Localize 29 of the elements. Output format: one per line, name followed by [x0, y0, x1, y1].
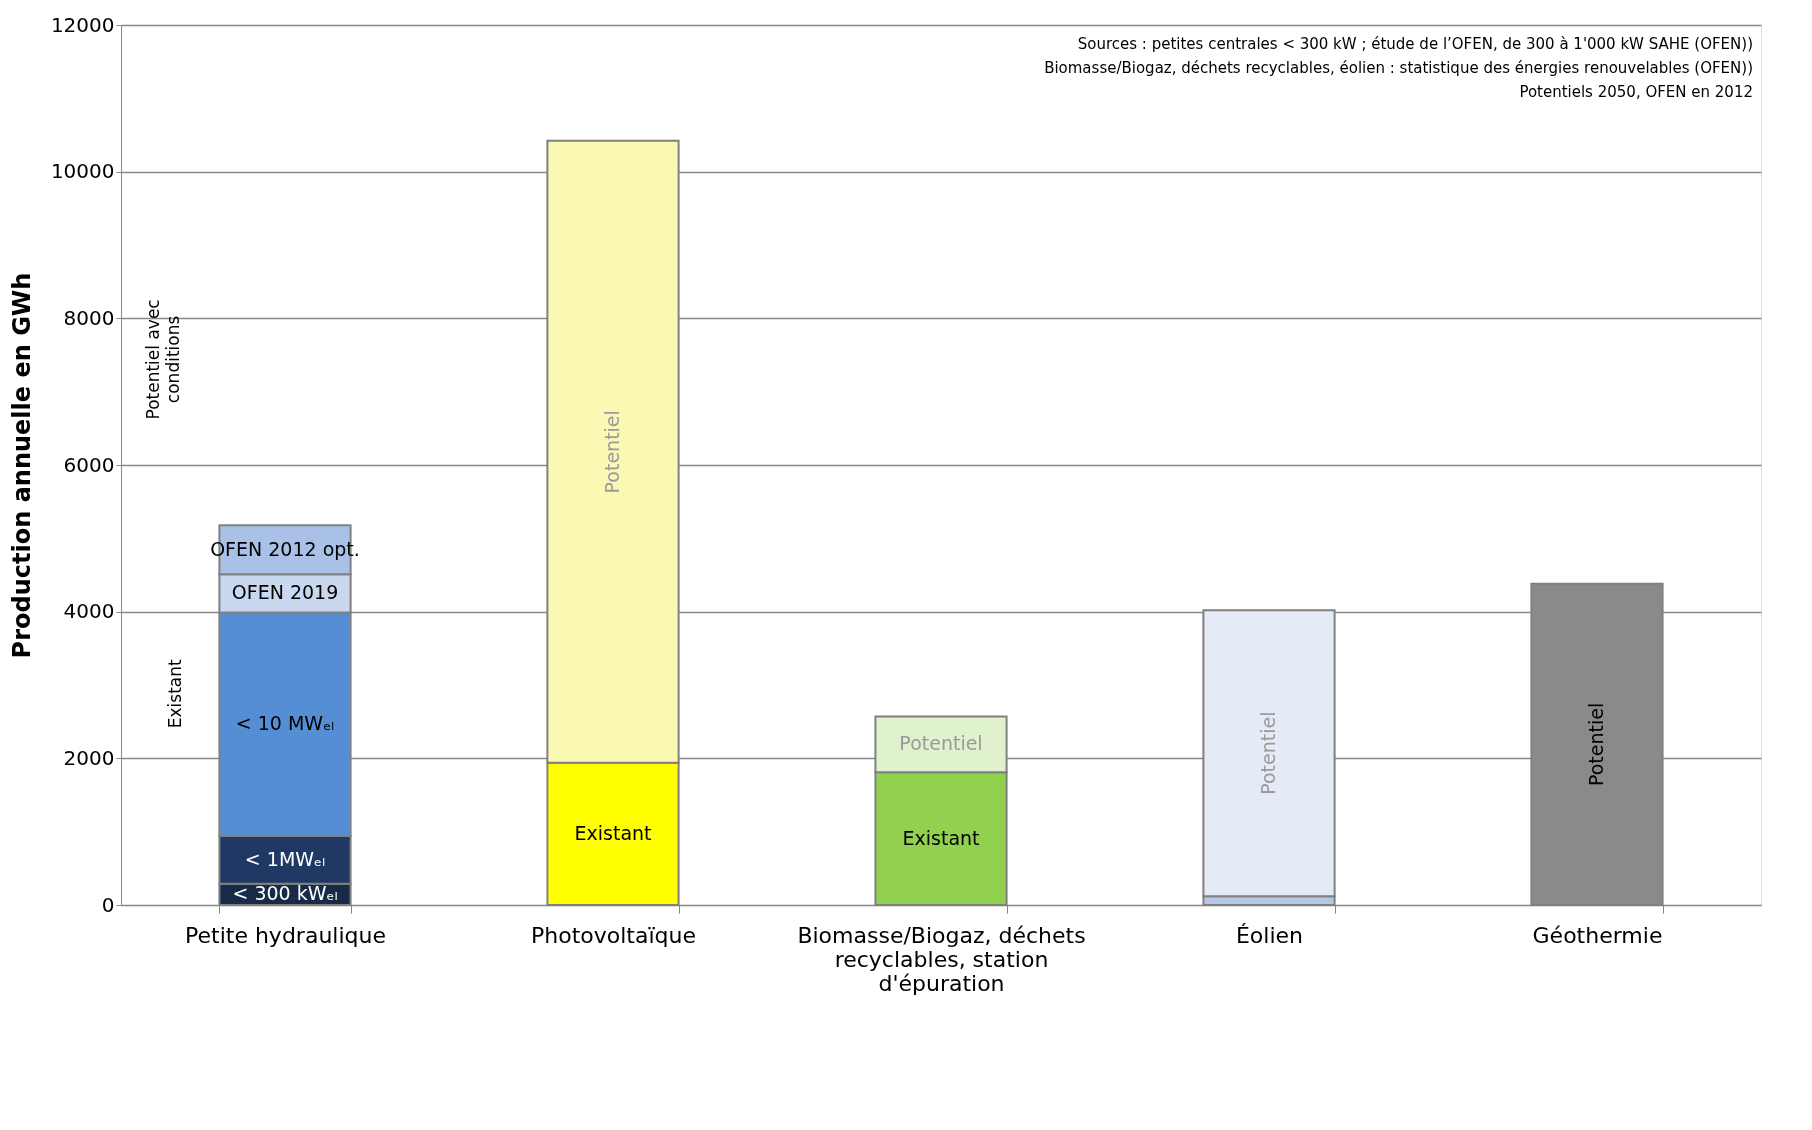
data-label: Existant: [902, 826, 980, 849]
data-label: OFEN 2019: [231, 581, 339, 604]
x-tick-label: Petite hydraulique: [185, 922, 386, 948]
y-tick-label: 6000: [63, 452, 115, 477]
y-tick-label: 10000: [50, 159, 115, 184]
y-axis-title: Production annuelle en GWh: [7, 272, 36, 659]
x-tick-label: Éolien: [1235, 922, 1304, 948]
data-label: Potentiel: [601, 410, 623, 494]
x-tick-label: Géothermie: [1532, 922, 1663, 948]
y-tick-label: 4000: [63, 599, 115, 624]
data-label: < 1MWₑₗ: [244, 847, 326, 870]
annotation: Sources : petites centrales < 300 kW ; étude de l’OFEN, de 300 à 1'000 kW SAHE (OFEN)): [1077, 35, 1753, 53]
data-label: Potentiel: [1585, 702, 1607, 787]
data-label: Existant: [574, 821, 652, 844]
data-label: < 10 MWₑₗ: [235, 712, 335, 735]
data-label: OFEN 2012 opt.: [210, 537, 360, 560]
data-label: Potentiel: [899, 732, 983, 755]
data-label: Potentiel: [1257, 711, 1279, 795]
annotation: Potentiel avec conditions: [142, 299, 183, 420]
data-label: < 300 kWₑₗ: [232, 882, 338, 905]
annotation: Existant: [164, 659, 185, 729]
x-tick-label: Biomasse/Biogaz, déchets recyclables, station d'épuration: [797, 922, 1086, 996]
y-tick-label: 8000: [63, 305, 115, 330]
annotation: Biomasse/Biogaz, déchets recyclables, éolien : statistique des énergies renouvelables (OFEN)): [1044, 59, 1753, 77]
y-tick-label: 0: [101, 892, 115, 917]
x-tick-label: Photovoltaïque: [530, 922, 697, 948]
y-tick-label: 12000: [50, 12, 115, 37]
annotation: Potentiels 2050, OFEN en 2012: [1519, 83, 1753, 101]
y-tick-label: 2000: [63, 745, 115, 770]
